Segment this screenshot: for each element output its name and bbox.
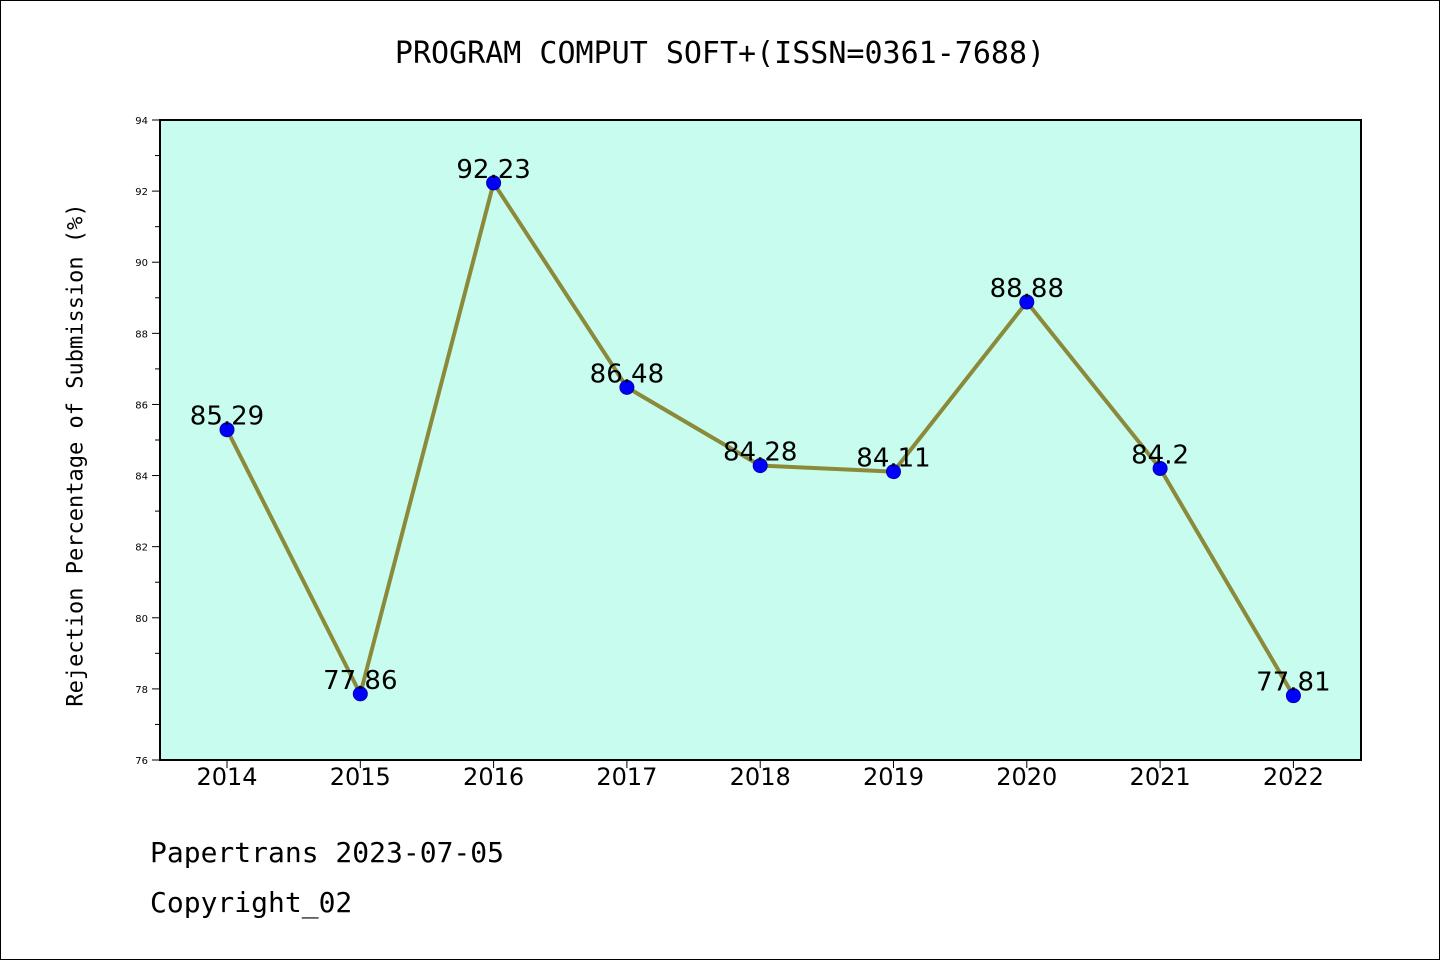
- data-label: 92.23: [456, 155, 530, 185]
- y-tick-label: 88: [135, 329, 148, 340]
- data-point: [219, 422, 235, 438]
- chart-title: PROGRAM COMPUT SOFT+(ISSN=0361-7688): [394, 36, 1046, 71]
- x-tick-label: 2015: [330, 763, 391, 791]
- data-point: [619, 379, 635, 395]
- y-tick-label: 78: [135, 685, 148, 696]
- x-axis: 2014 2015 2016 2017 2018 2019 2020 2021 2022: [196, 760, 1324, 791]
- data-point: [1285, 688, 1301, 704]
- y-axis: 76 78 80 82 84 86 88 90 92 94: [135, 116, 160, 767]
- footer-copyright: Copyright_02: [150, 886, 353, 919]
- x-tick-label: 2016: [463, 763, 524, 791]
- x-tick-label: 2020: [996, 763, 1057, 791]
- x-tick-label: 2021: [1130, 763, 1191, 791]
- data-point: [886, 464, 901, 480]
- data-point: [1019, 294, 1035, 310]
- data-point: [352, 686, 368, 702]
- y-tick-label: 76: [135, 756, 148, 767]
- x-tick-label: 2014: [196, 763, 257, 791]
- plot-area: [159, 119, 1362, 761]
- series-markers: [219, 175, 1301, 704]
- x-tick-label: 2017: [596, 763, 657, 791]
- y-tick-label: 94: [135, 116, 148, 127]
- x-tick-label: 2019: [863, 763, 924, 791]
- data-label: 84.11: [856, 444, 930, 474]
- data-label: 77.86: [323, 666, 397, 696]
- data-labels: 85.29 77.86 92.23 86.48 84.28 84.11 88.88 84.2 7…: [190, 155, 1331, 698]
- data-label: 84.2: [1131, 440, 1189, 470]
- y-tick-label: 90: [135, 258, 148, 269]
- y-tick-label: 82: [135, 543, 148, 554]
- data-point: [486, 175, 502, 191]
- y-tick-label: 84: [135, 472, 148, 483]
- y-tick-label: 80: [135, 614, 148, 625]
- data-label: 84.28: [723, 438, 797, 468]
- data-label: 86.48: [590, 359, 664, 389]
- x-tick-label: 2022: [1263, 763, 1324, 791]
- x-tick-label: 2018: [730, 763, 791, 791]
- data-point: [1152, 460, 1168, 476]
- data-label: 88.88: [990, 274, 1064, 304]
- data-point: [752, 458, 768, 474]
- data-label: 77.81: [1256, 668, 1330, 698]
- y-tick-label: 86: [135, 400, 148, 411]
- footer-source: Papertrans 2023-07-05: [150, 836, 505, 869]
- y-tick-label: 92: [135, 187, 148, 198]
- data-label: 85.29: [190, 402, 264, 432]
